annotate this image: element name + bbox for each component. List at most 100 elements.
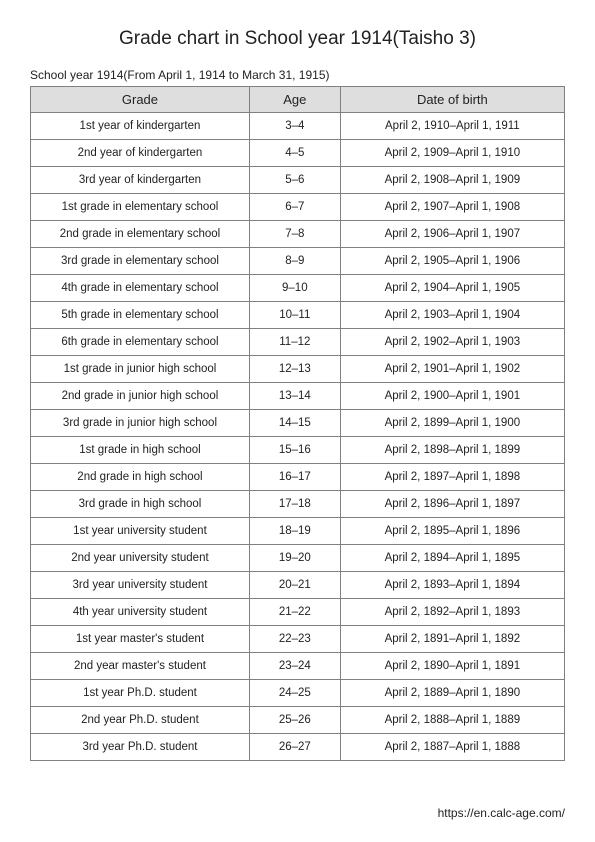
cell-grade: 4th year university student bbox=[31, 599, 250, 626]
table-row: 2nd grade in junior high school13–14Apri… bbox=[31, 383, 565, 410]
cell-grade: 1st year university student bbox=[31, 518, 250, 545]
table-row: 2nd year university student19–20April 2,… bbox=[31, 545, 565, 572]
cell-age: 12–13 bbox=[249, 356, 340, 383]
cell-dob: April 2, 1889–April 1, 1890 bbox=[340, 680, 564, 707]
cell-grade: 3rd year Ph.D. student bbox=[31, 734, 250, 761]
cell-age: 24–25 bbox=[249, 680, 340, 707]
table-row: 4th grade in elementary school9–10April … bbox=[31, 275, 565, 302]
footer-url: https://en.calc-age.com/ bbox=[438, 806, 565, 820]
cell-dob: April 2, 1899–April 1, 1900 bbox=[340, 410, 564, 437]
cell-grade: 2nd year Ph.D. student bbox=[31, 707, 250, 734]
cell-grade: 2nd grade in high school bbox=[31, 464, 250, 491]
col-header-dob: Date of birth bbox=[340, 87, 564, 113]
cell-dob: April 2, 1888–April 1, 1889 bbox=[340, 707, 564, 734]
table-row: 4th year university student21–22April 2,… bbox=[31, 599, 565, 626]
table-row: 2nd year master's student23–24April 2, 1… bbox=[31, 653, 565, 680]
table-row: 3rd grade in high school17–18April 2, 18… bbox=[31, 491, 565, 518]
cell-age: 14–15 bbox=[249, 410, 340, 437]
table-row: 1st year Ph.D. student24–25April 2, 1889… bbox=[31, 680, 565, 707]
cell-age: 18–19 bbox=[249, 518, 340, 545]
cell-dob: April 2, 1908–April 1, 1909 bbox=[340, 167, 564, 194]
cell-dob: April 2, 1910–April 1, 1911 bbox=[340, 113, 564, 140]
cell-grade: 1st grade in elementary school bbox=[31, 194, 250, 221]
table-row: 2nd year Ph.D. student25–26April 2, 1888… bbox=[31, 707, 565, 734]
table-row: 3rd year of kindergarten5–6April 2, 1908… bbox=[31, 167, 565, 194]
cell-grade: 2nd year university student bbox=[31, 545, 250, 572]
col-header-grade: Grade bbox=[31, 87, 250, 113]
cell-grade: 2nd grade in junior high school bbox=[31, 383, 250, 410]
cell-grade: 3rd grade in junior high school bbox=[31, 410, 250, 437]
table-row: 3rd year university student20–21April 2,… bbox=[31, 572, 565, 599]
table-header-row: Grade Age Date of birth bbox=[31, 87, 565, 113]
cell-dob: April 2, 1904–April 1, 1905 bbox=[340, 275, 564, 302]
table-row: 3rd grade in elementary school8–9April 2… bbox=[31, 248, 565, 275]
cell-dob: April 2, 1892–April 1, 1893 bbox=[340, 599, 564, 626]
cell-age: 8–9 bbox=[249, 248, 340, 275]
cell-dob: April 2, 1897–April 1, 1898 bbox=[340, 464, 564, 491]
cell-grade: 3rd year of kindergarten bbox=[31, 167, 250, 194]
cell-grade: 3rd year university student bbox=[31, 572, 250, 599]
cell-age: 10–11 bbox=[249, 302, 340, 329]
cell-dob: April 2, 1903–April 1, 1904 bbox=[340, 302, 564, 329]
cell-age: 26–27 bbox=[249, 734, 340, 761]
col-header-age: Age bbox=[249, 87, 340, 113]
cell-dob: April 2, 1901–April 1, 1902 bbox=[340, 356, 564, 383]
cell-grade: 6th grade in elementary school bbox=[31, 329, 250, 356]
cell-age: 4–5 bbox=[249, 140, 340, 167]
cell-grade: 1st grade in junior high school bbox=[31, 356, 250, 383]
cell-age: 13–14 bbox=[249, 383, 340, 410]
cell-dob: April 2, 1894–April 1, 1895 bbox=[340, 545, 564, 572]
grade-table: Grade Age Date of birth 1st year of kind… bbox=[30, 86, 565, 761]
table-row: 3rd year Ph.D. student26–27April 2, 1887… bbox=[31, 734, 565, 761]
table-row: 1st grade in junior high school12–13Apri… bbox=[31, 356, 565, 383]
cell-age: 9–10 bbox=[249, 275, 340, 302]
cell-grade: 1st year of kindergarten bbox=[31, 113, 250, 140]
cell-grade: 2nd grade in elementary school bbox=[31, 221, 250, 248]
table-row: 1st year university student18–19April 2,… bbox=[31, 518, 565, 545]
cell-dob: April 2, 1907–April 1, 1908 bbox=[340, 194, 564, 221]
table-row: 2nd year of kindergarten4–5April 2, 1909… bbox=[31, 140, 565, 167]
page-title: Grade chart in School year 1914(Taisho 3… bbox=[30, 28, 565, 50]
cell-age: 5–6 bbox=[249, 167, 340, 194]
cell-dob: April 2, 1906–April 1, 1907 bbox=[340, 221, 564, 248]
cell-age: 23–24 bbox=[249, 653, 340, 680]
cell-age: 17–18 bbox=[249, 491, 340, 518]
cell-dob: April 2, 1905–April 1, 1906 bbox=[340, 248, 564, 275]
cell-age: 20–21 bbox=[249, 572, 340, 599]
cell-age: 7–8 bbox=[249, 221, 340, 248]
table-row: 1st year of kindergarten3–4April 2, 1910… bbox=[31, 113, 565, 140]
cell-dob: April 2, 1890–April 1, 1891 bbox=[340, 653, 564, 680]
page-subtitle: School year 1914(From April 1, 1914 to M… bbox=[30, 68, 565, 82]
cell-dob: April 2, 1900–April 1, 1901 bbox=[340, 383, 564, 410]
cell-age: 16–17 bbox=[249, 464, 340, 491]
table-row: 5th grade in elementary school10–11April… bbox=[31, 302, 565, 329]
cell-grade: 1st year master's student bbox=[31, 626, 250, 653]
cell-dob: April 2, 1909–April 1, 1910 bbox=[340, 140, 564, 167]
cell-dob: April 2, 1893–April 1, 1894 bbox=[340, 572, 564, 599]
cell-dob: April 2, 1887–April 1, 1888 bbox=[340, 734, 564, 761]
cell-grade: 3rd grade in high school bbox=[31, 491, 250, 518]
cell-grade: 5th grade in elementary school bbox=[31, 302, 250, 329]
cell-age: 22–23 bbox=[249, 626, 340, 653]
table-row: 1st grade in high school15–16April 2, 18… bbox=[31, 437, 565, 464]
cell-dob: April 2, 1898–April 1, 1899 bbox=[340, 437, 564, 464]
cell-age: 6–7 bbox=[249, 194, 340, 221]
table-row: 1st year master's student22–23April 2, 1… bbox=[31, 626, 565, 653]
cell-dob: April 2, 1896–April 1, 1897 bbox=[340, 491, 564, 518]
cell-grade: 2nd year of kindergarten bbox=[31, 140, 250, 167]
table-row: 3rd grade in junior high school14–15Apri… bbox=[31, 410, 565, 437]
cell-dob: April 2, 1902–April 1, 1903 bbox=[340, 329, 564, 356]
cell-age: 25–26 bbox=[249, 707, 340, 734]
cell-grade: 4th grade in elementary school bbox=[31, 275, 250, 302]
table-row: 1st grade in elementary school6–7April 2… bbox=[31, 194, 565, 221]
cell-dob: April 2, 1895–April 1, 1896 bbox=[340, 518, 564, 545]
cell-age: 3–4 bbox=[249, 113, 340, 140]
cell-age: 21–22 bbox=[249, 599, 340, 626]
cell-dob: April 2, 1891–April 1, 1892 bbox=[340, 626, 564, 653]
cell-grade: 3rd grade in elementary school bbox=[31, 248, 250, 275]
cell-age: 11–12 bbox=[249, 329, 340, 356]
cell-grade: 2nd year master's student bbox=[31, 653, 250, 680]
cell-grade: 1st year Ph.D. student bbox=[31, 680, 250, 707]
table-row: 2nd grade in high school16–17April 2, 18… bbox=[31, 464, 565, 491]
table-row: 2nd grade in elementary school7–8April 2… bbox=[31, 221, 565, 248]
